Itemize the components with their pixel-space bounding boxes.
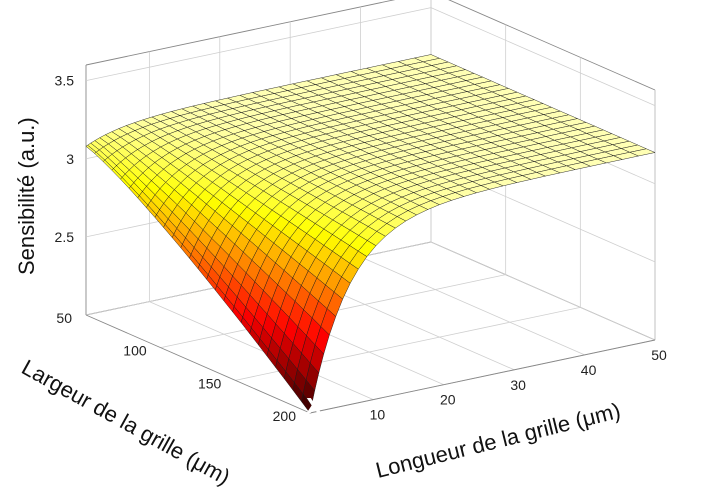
back-top-edge [85,0,396,66]
surface-mesh [85,54,656,414]
y-tick-label: 200 [273,408,297,424]
x-axis-line [309,339,656,414]
x-tick-label: 40 [581,362,597,378]
y-axis-line [85,314,311,414]
x-tick-label: 30 [510,377,526,393]
surface-face [301,393,312,414]
z-tick-label: 2.5 [55,229,75,245]
x-tick-label: 10 [370,407,386,423]
x-tick-label: 50 [651,347,667,363]
right-top-edge [448,0,656,91]
floor-grid-x [430,241,656,341]
marker-label: X [306,394,322,418]
side-wall-grid-z [430,7,656,106]
y-tick-label: 100 [123,343,147,359]
z-tick-label: 3.5 [55,73,75,89]
x-tick-label: 20 [440,392,456,408]
back-wall-grid-z [85,7,432,82]
x-axis-label: Longueur de la grille (μm) [373,398,623,483]
floor-grid-x [149,301,374,400]
tick-labels: 2.5 3 3.5 10 20 30 40 50 50 100 150 200 [55,73,667,424]
z-axis-label: Sensibilité (a.u.) [14,117,39,275]
y-tick-label: 50 [56,310,72,326]
y-tick-label: 150 [198,375,222,391]
z-tick-label: 3 [66,151,74,167]
floor-grid-x [360,256,585,356]
